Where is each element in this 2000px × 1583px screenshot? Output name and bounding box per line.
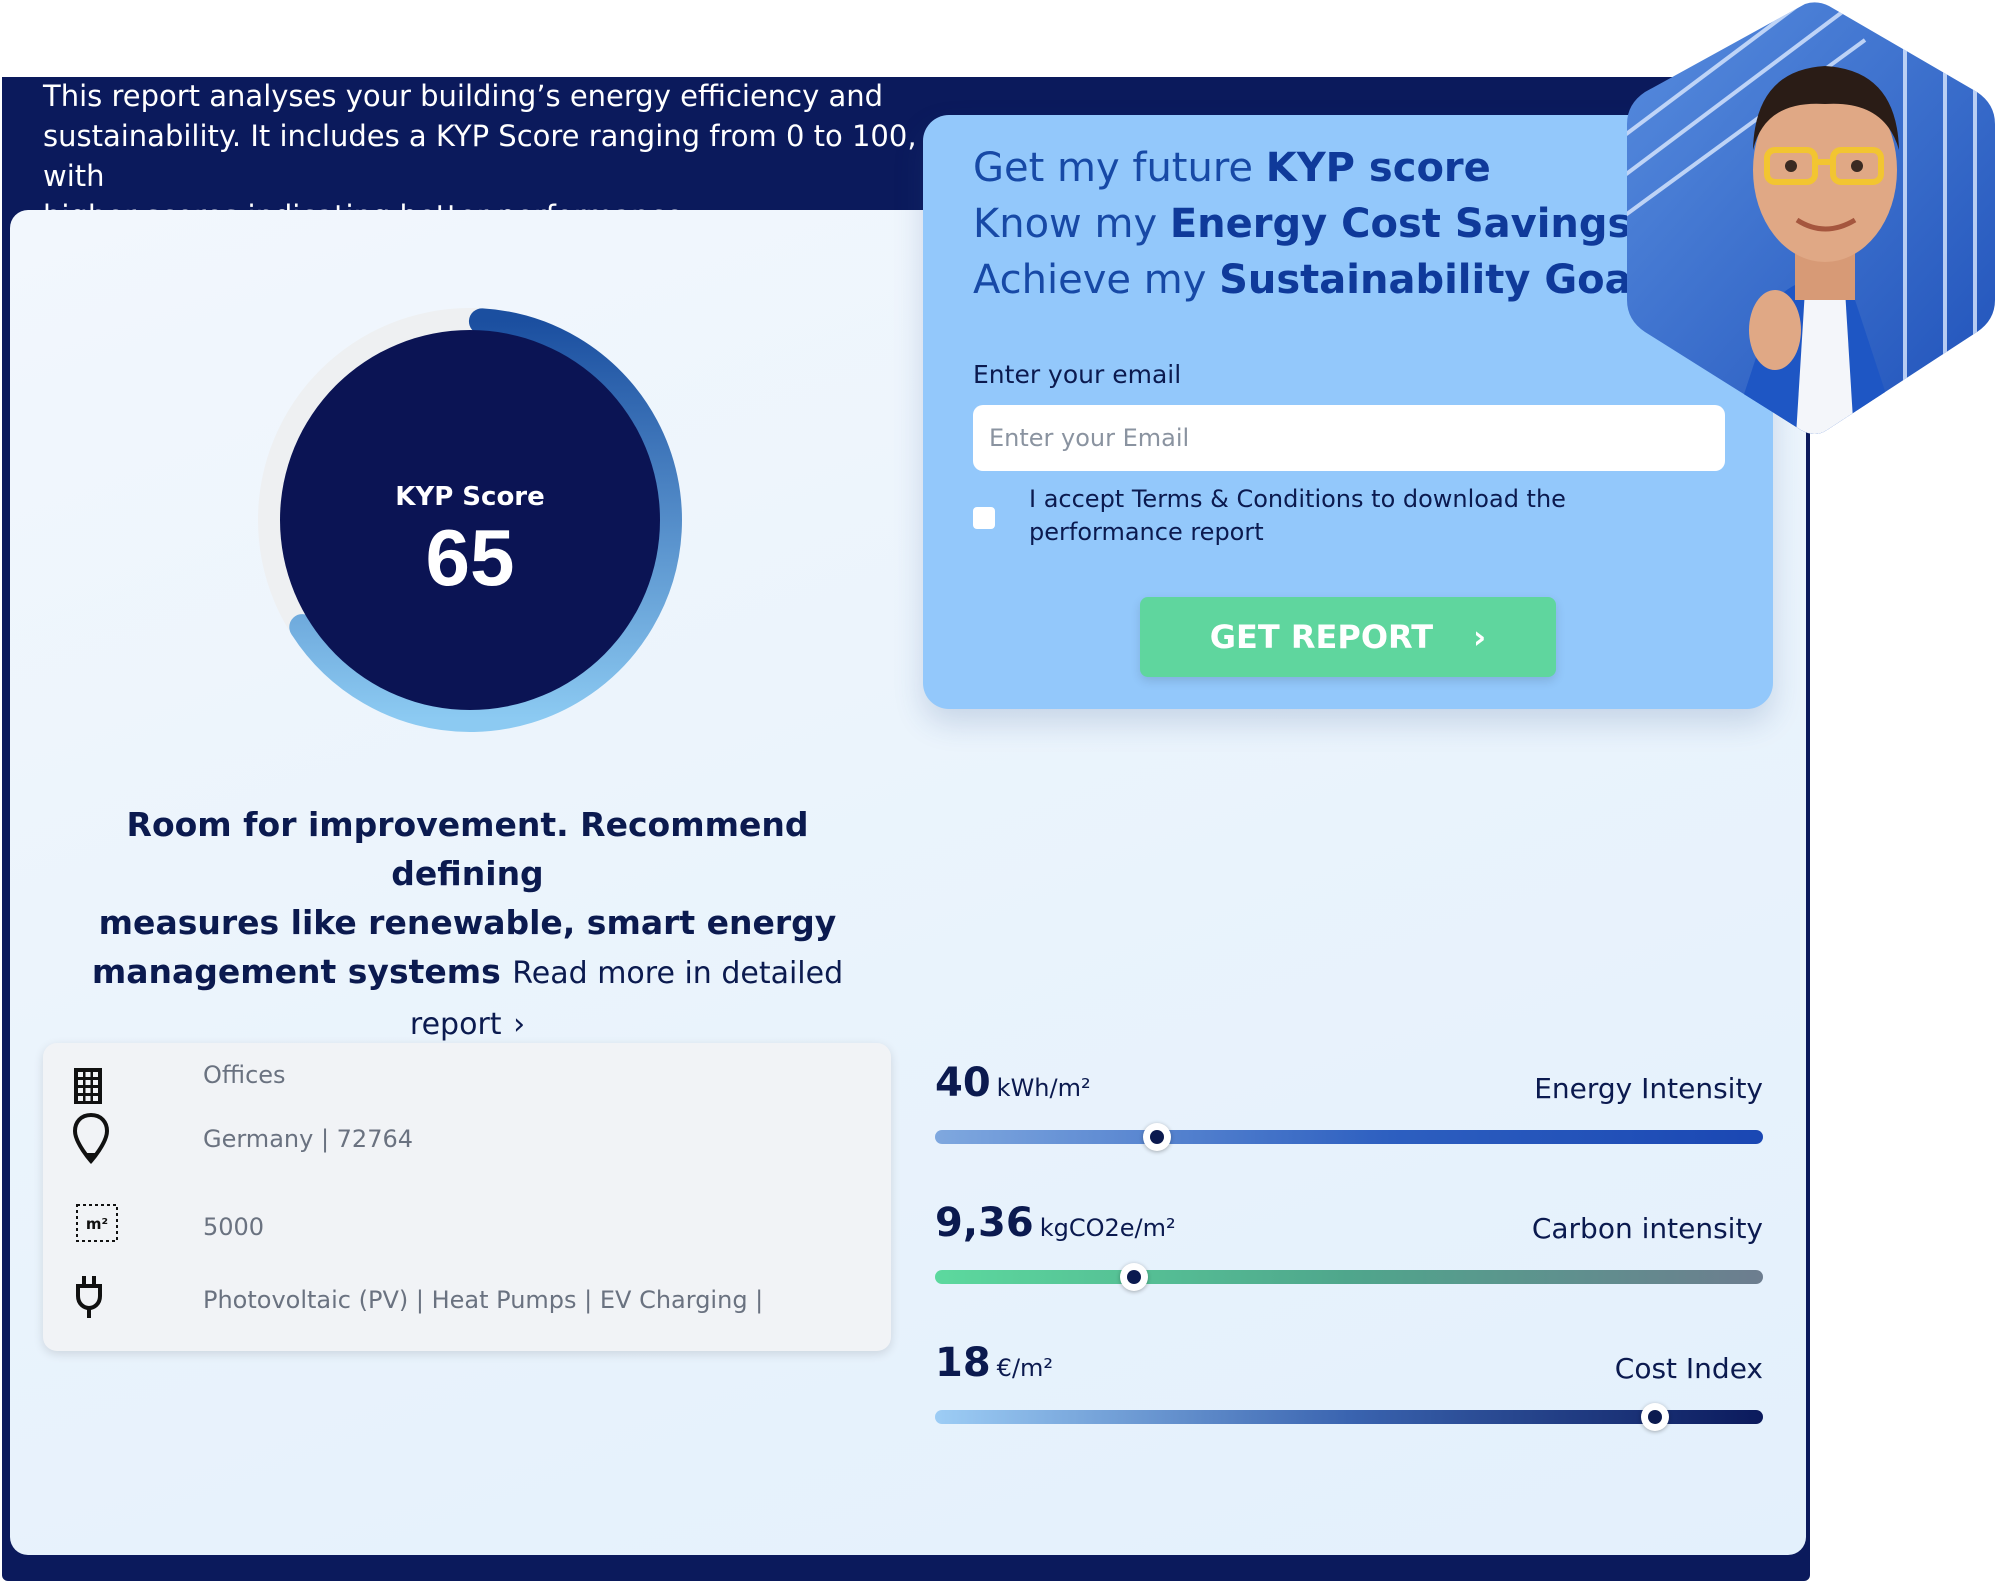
plug-icon	[73, 1274, 119, 1324]
terms-label[interactable]: I accept Terms & Conditions to download …	[1029, 485, 1566, 546]
assistant-avatar	[1605, 0, 2000, 452]
metric-energy-intensity: 40 kWh/m² Energy Intensity	[935, 1060, 1763, 1151]
building-technologies: Photovoltaic (PV) | Heat Pumps | EV Char…	[203, 1286, 764, 1314]
kyp-score-gauge: KYP Score 65	[245, 295, 695, 745]
building-type-row: Offices	[43, 1061, 891, 1111]
metric-value-wrap: 18 €/m²	[935, 1340, 1053, 1386]
get-report-button[interactable]: GET REPORT ›	[1140, 597, 1556, 677]
email-label: Enter your email	[973, 360, 1182, 389]
building-location: Germany | 72764	[203, 1125, 413, 1153]
metric-label: Carbon intensity	[1531, 1212, 1763, 1245]
chevron-right-icon: ›	[1473, 618, 1487, 656]
metric-slider-track	[935, 1130, 1763, 1144]
terms-checkbox[interactable]	[973, 507, 995, 529]
intro-line-2: sustainability. It includes a KYP Score …	[43, 119, 917, 193]
chevron-right-icon[interactable]: ›	[513, 1007, 526, 1042]
metric-slider-thumb	[1142, 1123, 1171, 1151]
cta-line-2-bold: Energy Cost Savings	[1169, 201, 1632, 247]
cta-line-3: Achieve my Sustainability Goals	[973, 257, 1669, 303]
area-m2-icon: m²	[73, 1201, 119, 1251]
metric-unit: €/m²	[996, 1354, 1054, 1382]
location-pin-icon	[72, 1112, 119, 1165]
read-more-link[interactable]: Read more in detailed report	[409, 956, 844, 1042]
score-value: 65	[425, 513, 515, 602]
building-location-row: Germany | 72764	[43, 1112, 891, 1175]
metric-value: 9,36	[935, 1200, 1034, 1246]
metric-slider-track	[935, 1270, 1763, 1284]
recommendation-line-2: measures like renewable, smart energy	[98, 903, 837, 942]
building-area: 5000	[203, 1213, 265, 1241]
metric-carbon-intensity: 9,36 kgCO2e/m² Carbon intensity	[935, 1200, 1763, 1291]
score-label: KYP Score	[395, 482, 545, 512]
intro-line-1: This report analyses your building’s ene…	[43, 79, 884, 113]
metric-label: Cost Index	[1614, 1352, 1763, 1385]
get-report-label: GET REPORT	[1209, 618, 1434, 656]
metric-value-wrap: 40 kWh/m²	[935, 1060, 1091, 1106]
cta-line-1-bold: KYP score	[1265, 145, 1491, 191]
score-center: KYP Score 65	[280, 330, 660, 710]
building-icon	[73, 1067, 119, 1117]
get-report-card: Get my future KYP score Know my Energy C…	[923, 115, 1773, 709]
recommendation-line-3: management systems	[91, 952, 501, 991]
metric-value: 18	[935, 1340, 991, 1386]
metric-value-wrap: 9,36 kgCO2e/m²	[935, 1200, 1176, 1246]
recommendation-text: Room for improvement. Recommend defining…	[60, 800, 875, 1049]
building-type: Offices	[203, 1061, 286, 1089]
metric-unit: kgCO2e/m²	[1039, 1214, 1176, 1242]
cta-line-1-text: Get my future	[973, 145, 1266, 191]
score-ring-svg	[258, 308, 682, 732]
building-tech-row: Photovoltaic (PV) | Heat Pumps | EV Char…	[43, 1276, 891, 1336]
cta-line-3-bold: Sustainability Goals	[1219, 257, 1670, 303]
cta-line-1: Get my future KYP score	[973, 145, 1491, 191]
area-icon-text: m²	[86, 1215, 108, 1233]
metric-slider-track	[935, 1410, 1763, 1424]
metric-unit: kWh/m²	[996, 1074, 1091, 1102]
metric-value: 40	[935, 1060, 991, 1106]
metric-slider-thumb	[1640, 1403, 1669, 1431]
cta-line-2-text: Know my	[973, 201, 1170, 247]
score-ring-core	[280, 330, 660, 710]
recommendation-line-1: Room for improvement. Recommend defining	[126, 805, 809, 893]
email-input[interactable]	[973, 405, 1725, 471]
score-ring-progress	[289, 308, 682, 732]
building-area-row: m² 5000	[43, 1204, 891, 1263]
cta-line-3-text: Achieve my	[973, 257, 1220, 303]
building-info-card: Offices Germany | 72764 m² 5000	[43, 1043, 891, 1351]
metric-slider-thumb	[1119, 1263, 1148, 1291]
metric-cost-index: 18 €/m² Cost Index	[935, 1340, 1763, 1431]
cta-line-2: Know my Energy Cost Savings	[973, 201, 1631, 247]
metric-label: Energy Intensity	[1534, 1072, 1763, 1105]
